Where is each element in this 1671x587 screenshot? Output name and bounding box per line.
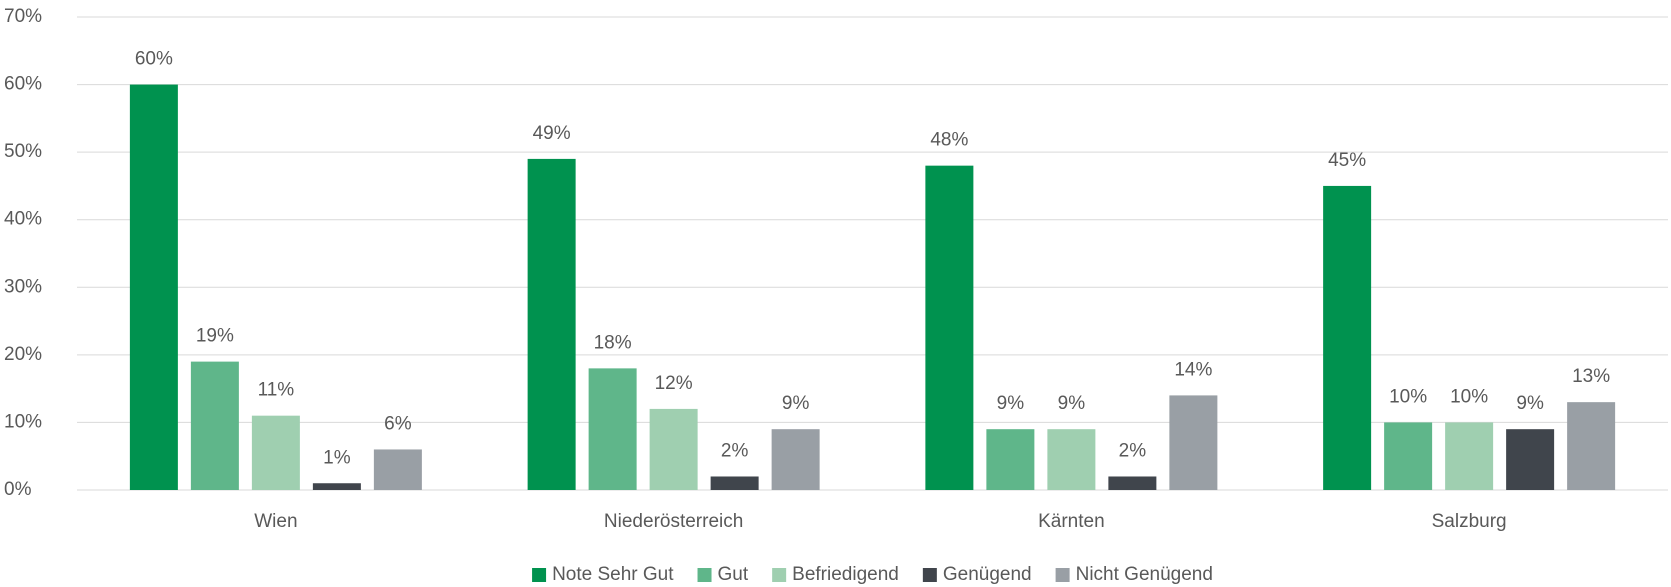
data-label: 12% xyxy=(655,373,693,394)
bar xyxy=(710,476,759,490)
y-tick-label: 30% xyxy=(4,276,42,297)
bar xyxy=(588,368,637,490)
bar xyxy=(1047,429,1096,490)
y-tick-label: 10% xyxy=(4,411,42,432)
data-label: 11% xyxy=(258,380,295,401)
bar xyxy=(373,449,422,490)
data-label: 48% xyxy=(930,130,968,151)
x-tick-label: Wien xyxy=(254,511,297,532)
bar xyxy=(1567,402,1616,490)
y-tick-label: 20% xyxy=(4,344,42,365)
data-label: 2% xyxy=(721,441,749,462)
y-tick-label: 40% xyxy=(4,209,42,230)
bar xyxy=(925,165,974,490)
data-label: 9% xyxy=(1058,393,1086,414)
x-tick-label: Niederösterreich xyxy=(604,511,743,532)
bar xyxy=(251,415,300,490)
bar xyxy=(190,361,239,490)
legend-swatch xyxy=(772,568,787,582)
legend-label: Note Sehr Gut xyxy=(552,564,674,585)
legend-label: Nicht Genügend xyxy=(1076,564,1213,585)
data-label: 10% xyxy=(1450,386,1488,407)
legend-swatch xyxy=(532,568,547,582)
data-label: 14% xyxy=(1174,359,1212,380)
legend-label: Gut xyxy=(718,564,749,585)
bar xyxy=(1506,429,1555,490)
bar xyxy=(649,408,698,490)
legend-label: Genügend xyxy=(943,564,1032,585)
data-label: 60% xyxy=(135,49,173,70)
data-label: 18% xyxy=(594,332,632,353)
data-label: 45% xyxy=(1328,150,1366,171)
data-label: 1% xyxy=(323,447,351,468)
bar xyxy=(527,158,576,490)
data-label: 9% xyxy=(1516,393,1544,414)
data-label: 13% xyxy=(1572,366,1610,387)
bar xyxy=(129,84,178,491)
bar xyxy=(312,483,361,490)
legend-swatch xyxy=(697,568,712,582)
legend-label: Befriedigend xyxy=(792,564,899,585)
y-tick-label: 50% xyxy=(4,141,42,162)
data-label: 2% xyxy=(1119,441,1147,462)
data-label: 9% xyxy=(997,393,1025,414)
y-tick-label: 0% xyxy=(4,479,32,500)
data-label: 49% xyxy=(533,123,571,144)
data-label: 10% xyxy=(1389,386,1427,407)
bar xyxy=(771,429,820,490)
data-label: 19% xyxy=(196,326,234,347)
y-tick-label: 70% xyxy=(4,6,42,27)
x-tick-label: Salzburg xyxy=(1432,511,1507,532)
x-tick-label: Kärnten xyxy=(1038,511,1105,532)
bar xyxy=(1384,422,1433,490)
legend-swatch xyxy=(1055,568,1070,582)
bar xyxy=(1169,395,1218,490)
bar xyxy=(986,429,1035,490)
bar xyxy=(1445,422,1494,490)
data-label: 6% xyxy=(384,413,412,434)
data-label: 9% xyxy=(782,393,810,414)
y-tick-label: 60% xyxy=(4,74,42,95)
bar xyxy=(1108,476,1157,490)
legend-swatch xyxy=(922,568,937,582)
bar xyxy=(1323,185,1372,490)
